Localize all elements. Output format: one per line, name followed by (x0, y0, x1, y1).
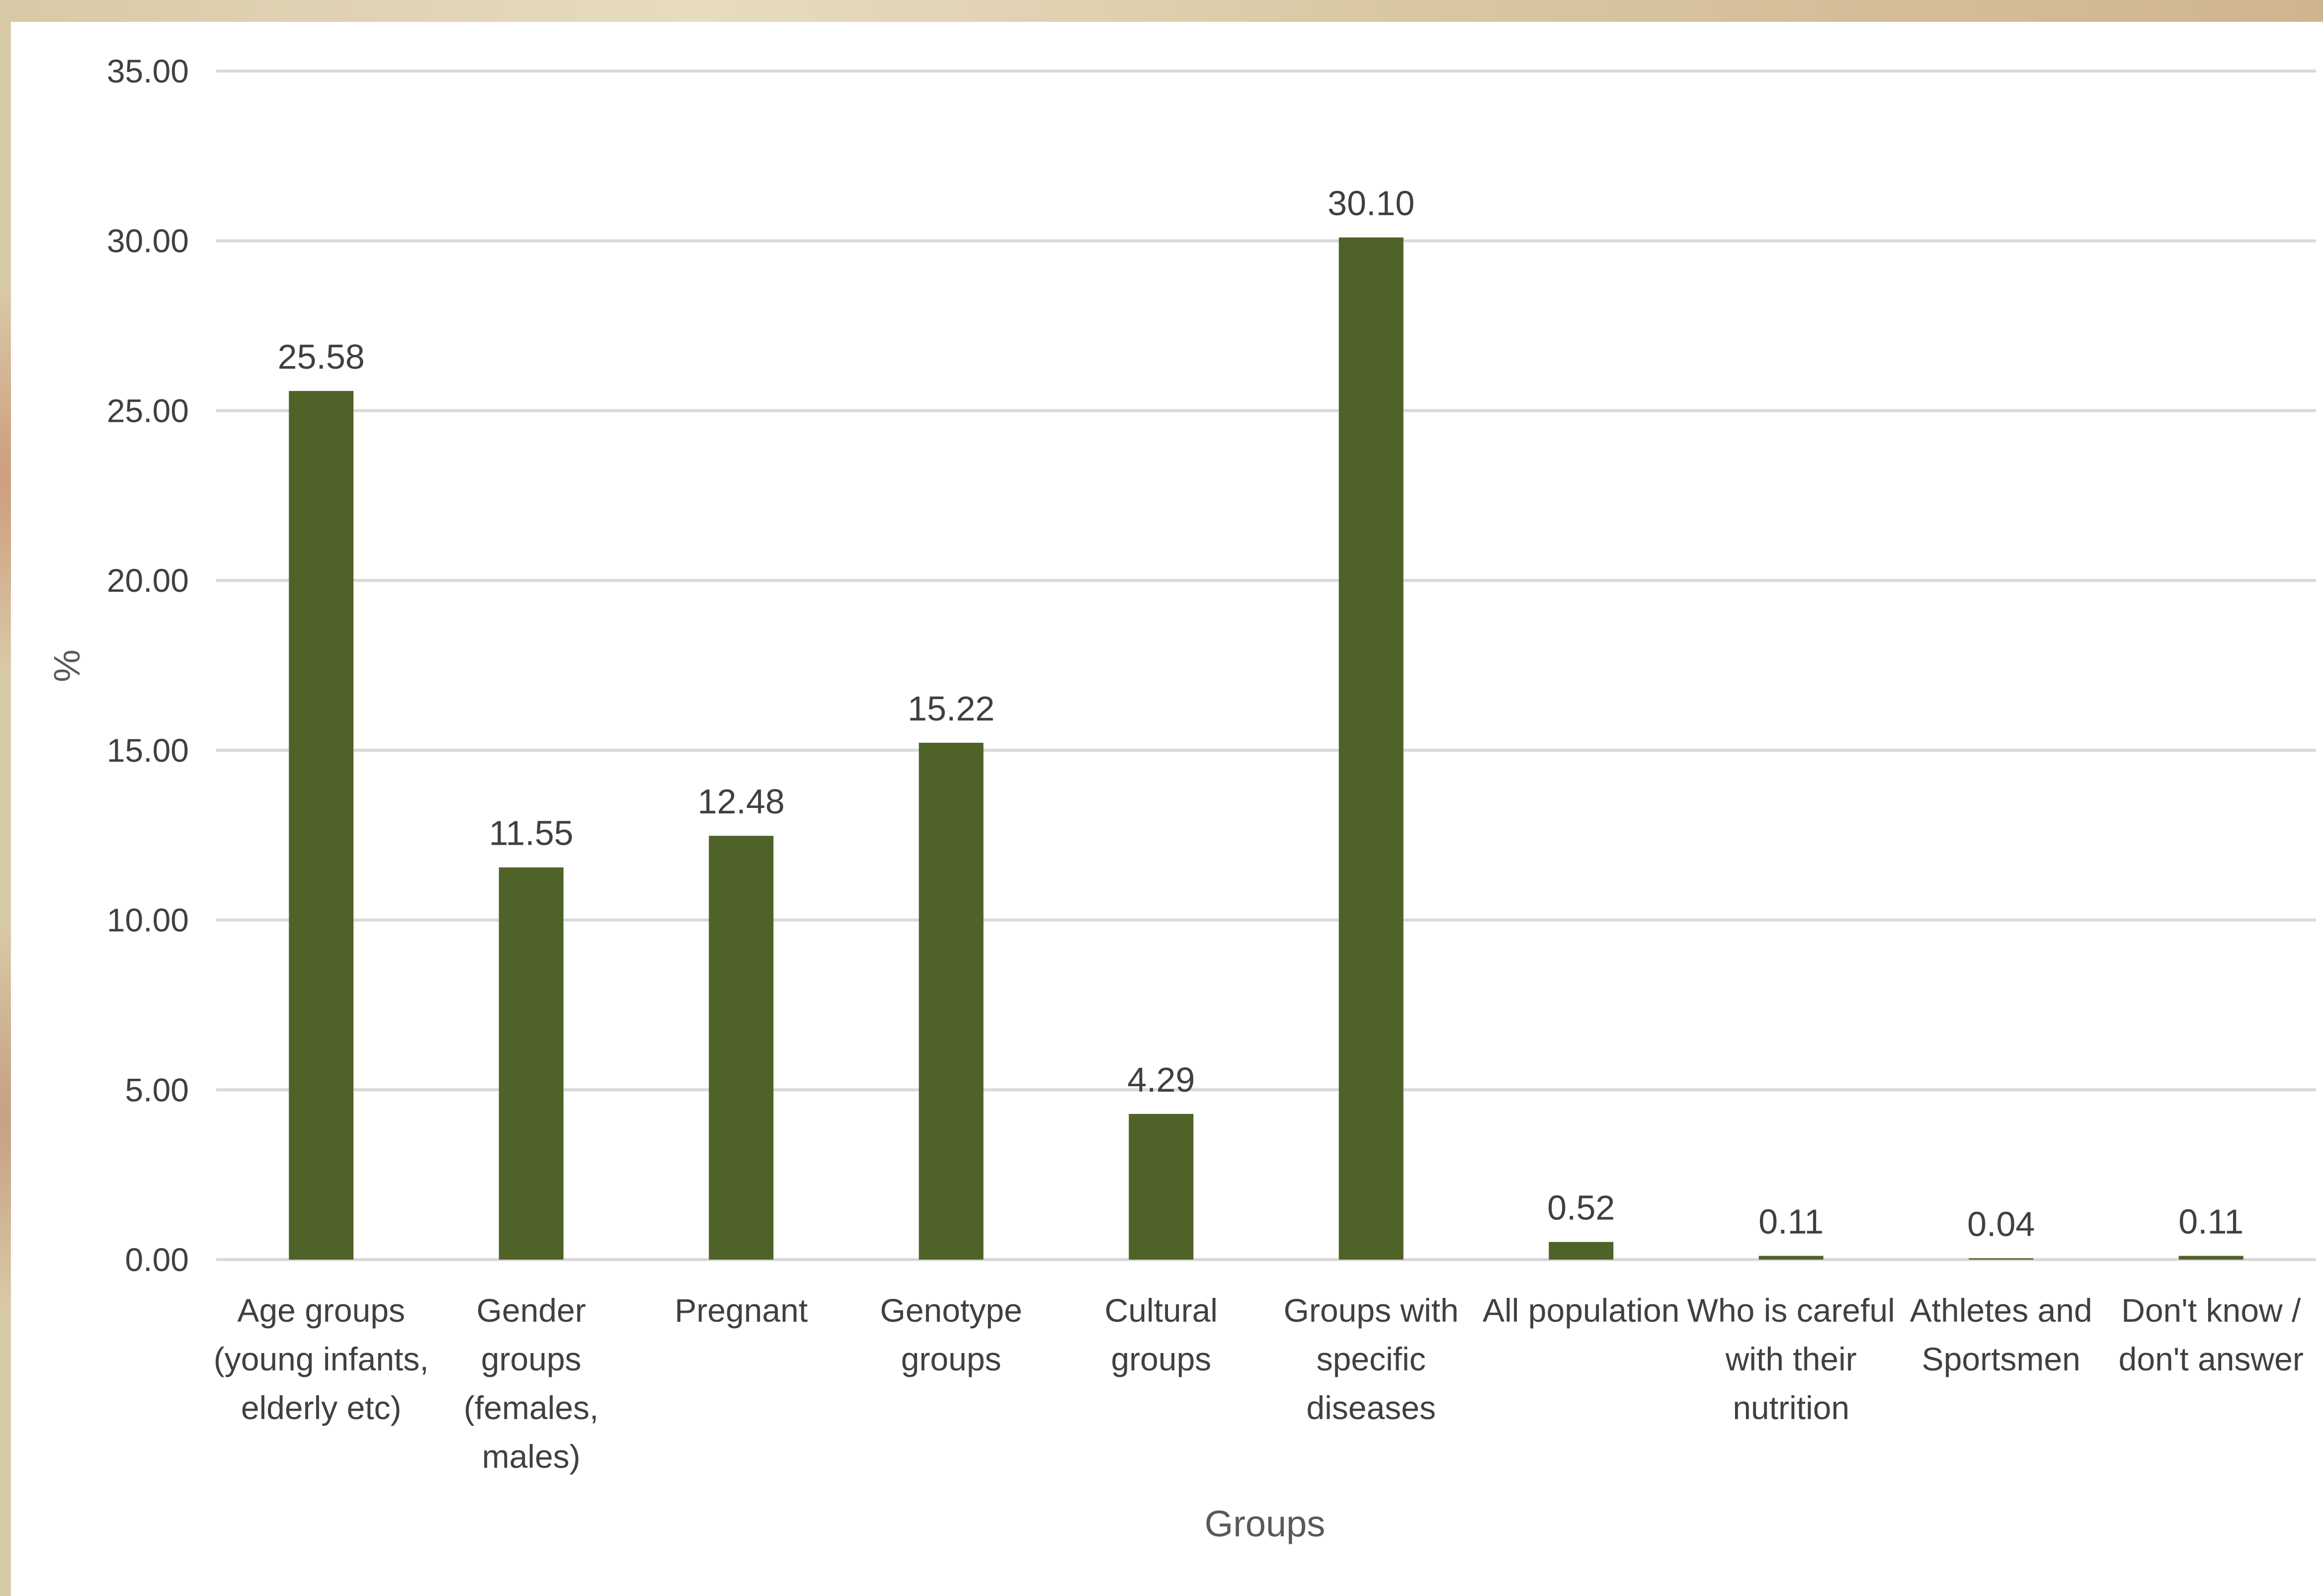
x-tick-label-line: diseases (1307, 1389, 1436, 1426)
bar (1338, 237, 1404, 1260)
y-tick-label: 25.00 (107, 392, 189, 429)
x-tick-label-line: males) (482, 1438, 581, 1475)
data-label: 15.22 (908, 689, 995, 728)
x-axis-ticks: Age groups (young infants, elderly etc) Gen… (214, 1292, 2304, 1475)
x-tick-label-line: groups (1111, 1341, 1211, 1377)
x-tick-label-line: Sportsmen (1922, 1341, 2080, 1377)
bar (498, 867, 564, 1260)
x-tick-label-line: Cultural (1105, 1292, 1218, 1329)
x-tick-label-line: elderly etc) (241, 1389, 402, 1426)
x-tick-label-line: Athletes and (1910, 1292, 2092, 1329)
x-tick-label-line: (young infants, (214, 1341, 429, 1377)
bar (1549, 1242, 1614, 1260)
x-tick-label: Don't know / don't answer (2119, 1292, 2304, 1377)
x-tick-label: Gender groups (females, males) (464, 1292, 598, 1475)
x-tick-label-line: Pregnant (674, 1292, 808, 1329)
data-label: 4.29 (1127, 1060, 1195, 1099)
x-tick-label-line: don't answer (2119, 1341, 2304, 1377)
x-tick-label-line: with their (1725, 1341, 1857, 1377)
y-tick-label: 0.00 (125, 1241, 189, 1278)
bar (709, 836, 774, 1260)
x-tick-label: Genotype groups (880, 1292, 1022, 1377)
chart-panel (11, 22, 2323, 1596)
bar (1129, 1114, 1194, 1260)
bar (289, 391, 354, 1260)
x-tick-label-line: Genotype (880, 1292, 1022, 1329)
y-tick-label: 20.00 (107, 562, 189, 599)
y-tick-label: 30.00 (107, 223, 189, 259)
x-tick-label-line: Don't know / (2121, 1292, 2301, 1329)
x-axis-title: Groups (1205, 1503, 1326, 1544)
x-tick-label-line: All population (1483, 1292, 1679, 1329)
data-label: 11.55 (489, 814, 574, 853)
x-tick-label-line: Groups with (1284, 1292, 1459, 1329)
data-label: 0.11 (2178, 1202, 2243, 1241)
data-label: 0.11 (1758, 1202, 1824, 1241)
bar (1969, 1258, 2034, 1260)
y-tick-label: 10.00 (107, 902, 189, 939)
y-tick-label: 35.00 (107, 53, 189, 89)
y-tick-label: 5.00 (125, 1071, 189, 1108)
x-tick-label: Who is careful with their nutrition (1687, 1292, 1895, 1426)
x-tick-label-line: groups (481, 1341, 581, 1377)
data-label: 0.04 (1967, 1204, 2035, 1243)
gridlines (216, 70, 2316, 1261)
data-label: 12.48 (698, 782, 785, 821)
x-tick-label: Cultural groups (1105, 1292, 1218, 1377)
x-tick-label-line: groups (901, 1341, 1001, 1377)
bars (289, 237, 2243, 1260)
data-labels: 25.58 11.55 12.48 15.22 4.29 30.10 0.52 0.11 0.0… (278, 184, 2244, 1243)
y-axis-ticks: 0.00 5.00 10.00 15.00 20.00 25.00 30.00 35.00 (107, 53, 189, 1278)
x-tick-label: Age groups (young infants, elderly etc) (214, 1292, 429, 1426)
bar (918, 742, 984, 1260)
x-tick-label: Pregnant (674, 1292, 808, 1329)
x-tick-label: Athletes and Sportsmen (1910, 1292, 2092, 1377)
x-tick-label: All population (1483, 1292, 1679, 1329)
y-tick-label: 15.00 (107, 732, 189, 769)
x-tick-label: Groups with specific diseases (1284, 1292, 1459, 1426)
x-tick-label-line: specific (1317, 1341, 1426, 1377)
x-tick-label-line: Gender (477, 1292, 586, 1329)
y-axis-title: % (46, 649, 87, 682)
bar (1758, 1256, 1824, 1260)
x-tick-label-line: Age groups (237, 1292, 405, 1329)
x-tick-label-line: Who is careful (1687, 1292, 1895, 1329)
data-label: 0.52 (1547, 1188, 1615, 1227)
bar (2178, 1256, 2243, 1260)
x-tick-label-line: nutrition (1733, 1389, 1849, 1426)
data-label: 25.58 (278, 337, 365, 376)
x-tick-label-line: (females, (464, 1389, 598, 1426)
data-label: 30.10 (1327, 184, 1414, 223)
